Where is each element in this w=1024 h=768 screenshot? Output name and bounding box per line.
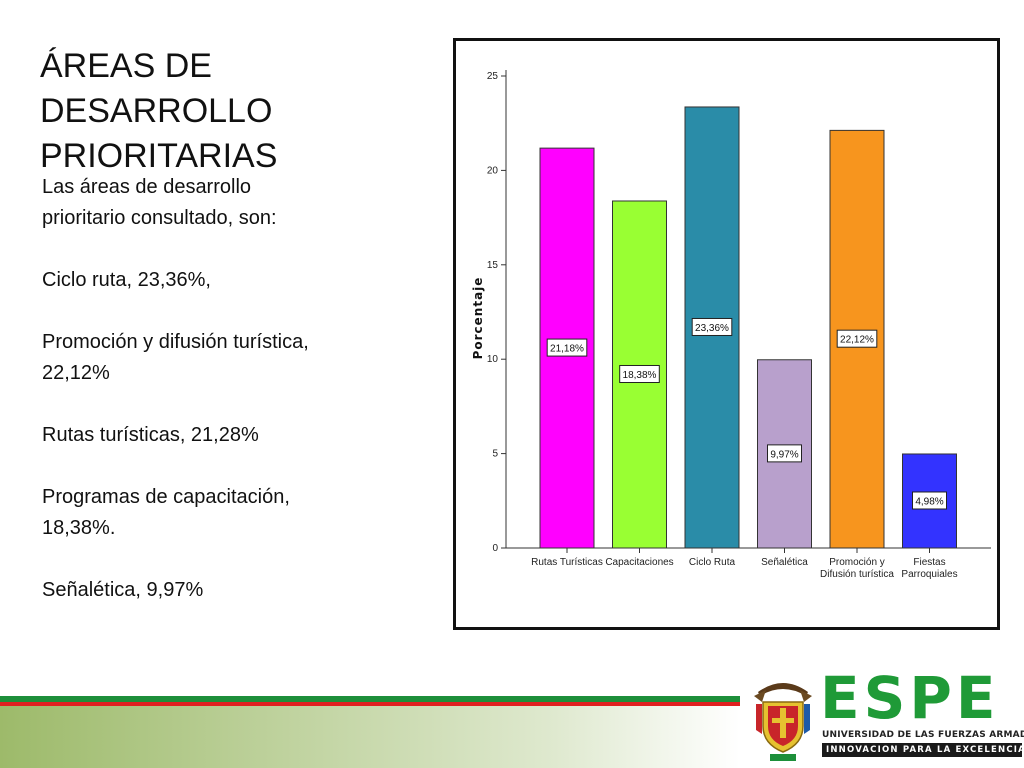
university-motto: INNOVACION PARA LA EXCELENCIA: [822, 743, 1024, 757]
footer-stripe-olive: [0, 706, 740, 768]
data-label-box: [546, 338, 588, 357]
x-tick-label: Capacitaciones: [605, 557, 673, 568]
data-label-box: [767, 444, 802, 463]
data-label: 9,97%: [770, 449, 798, 460]
footer-stripe-red: [0, 702, 740, 706]
body-paragraph: Programas de capacitación, 18,38%.: [42, 482, 432, 544]
footer: [0, 668, 1024, 768]
slide-title: ÁREAS DE DESARROLLO PRIORITARIAS: [40, 44, 440, 179]
x-tick-label: Señalética: [761, 557, 808, 568]
y-tick-label: 15: [487, 260, 499, 271]
body-line: Rutas turísticas, 21,28%: [42, 424, 259, 446]
y-tick-label: 25: [487, 71, 499, 82]
body-paragraph: Promoción y difusión turística, 22,12%: [42, 327, 432, 389]
body-line: Ciclo ruta, 23,36%,: [42, 269, 211, 291]
body-line: prioritario consultado, son:: [42, 207, 277, 229]
data-label-box: [836, 329, 878, 348]
body-paragraph: Señalética, 9,97%: [42, 575, 432, 606]
chart-svg: 0 5 10 15 20 25 Porcentaje 21,18% Rutas Turístic…: [471, 70, 991, 580]
body-line: Las áreas de desarrollo: [42, 176, 252, 198]
x-tick-label: Fiestas Parroquiales: [901, 557, 957, 580]
body-line: 22,12%: [42, 362, 110, 384]
x-tick-label: Promoción y Difusión turística: [820, 557, 894, 580]
data-label: 18,38%: [623, 370, 657, 381]
y-tick-label: 20: [487, 165, 499, 176]
body-line: Programas de capacitación,: [42, 486, 290, 508]
y-axis-label: Porcentaje: [471, 277, 485, 360]
x-tick-label: Rutas Turísticas: [531, 557, 603, 568]
data-label: 22,12%: [840, 335, 874, 346]
data-label-box: [912, 491, 947, 510]
data-label: 23,36%: [695, 323, 729, 334]
data-label: 21,18%: [550, 344, 584, 355]
slide-body-text: Las áreas de desarrollo prioritario consu…: [42, 172, 432, 637]
data-label-box: [691, 317, 733, 336]
y-tick-label: 10: [487, 354, 499, 365]
data-label: 4,98%: [915, 496, 943, 507]
y-tick-label: 0: [492, 543, 498, 554]
y-tick-label: 5: [492, 449, 498, 460]
title-line: PRIORITARIAS: [40, 137, 278, 175]
university-name: UNIVERSIDAD DE LAS FUERZAS ARMADAS: [822, 730, 1024, 740]
body-paragraph: Ciclo ruta, 23,36%,: [42, 265, 432, 296]
title-line: ÁREAS DE DESARROLLO: [40, 47, 273, 130]
body-line: Señalética, 9,97%: [42, 579, 204, 601]
footer-stripe-green: [0, 696, 740, 702]
university-crest-icon: [754, 683, 812, 761]
x-tick-label: Ciclo Ruta: [689, 557, 736, 568]
bar-chart: 0 5 10 15 20 25 Porcentaje 21,18% Rutas Turístic…: [453, 38, 1000, 630]
body-line: 18,38%.: [42, 517, 116, 539]
data-label-box: [619, 364, 660, 383]
body-paragraph: Las áreas de desarrollo prioritario consu…: [42, 172, 432, 234]
brand-wordmark: ESPE: [820, 664, 1000, 732]
body-paragraph: Rutas turísticas, 21,28%: [42, 420, 432, 451]
body-line: Promoción y difusión turística,: [42, 331, 309, 353]
